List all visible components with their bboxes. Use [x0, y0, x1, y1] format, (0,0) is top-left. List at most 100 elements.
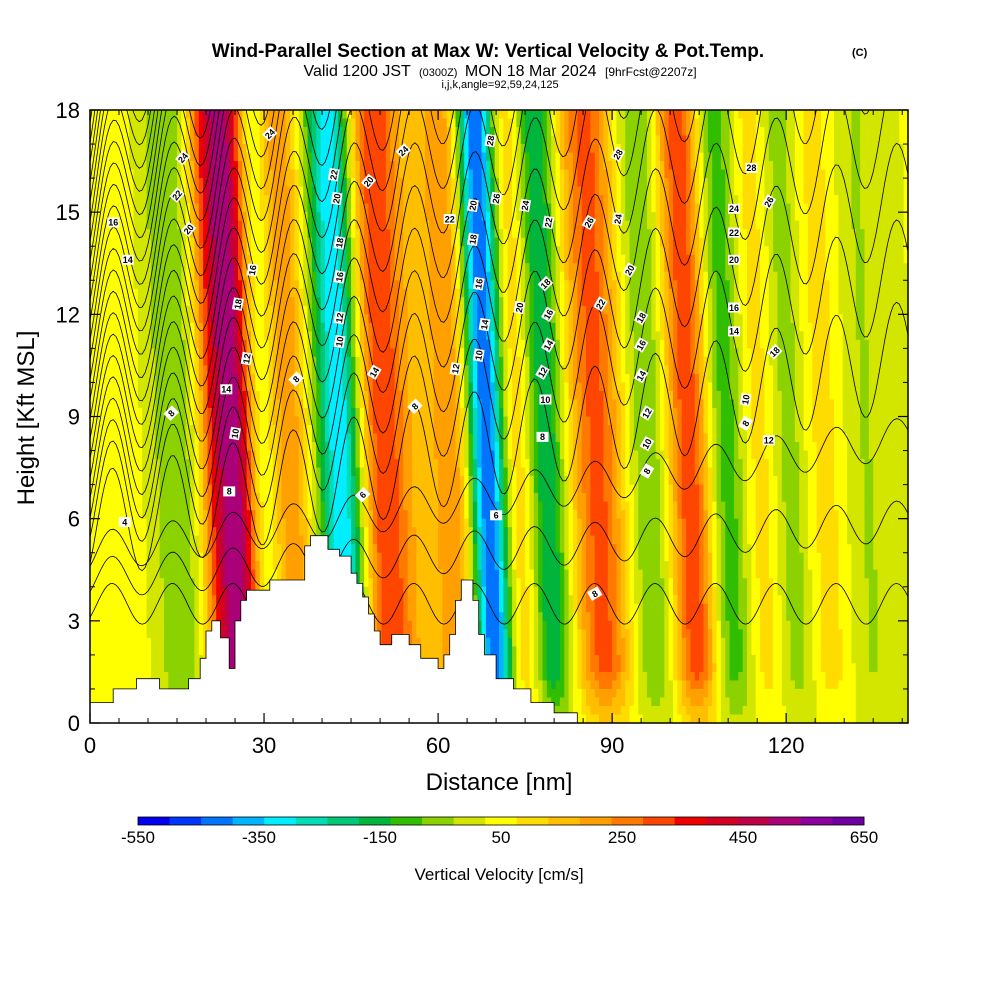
velocity-cell [760, 127, 766, 137]
velocity-cell [385, 203, 391, 213]
velocity-cell [98, 288, 104, 298]
velocity-cell [720, 169, 726, 179]
velocity-cell [324, 280, 330, 290]
velocity-cell [250, 237, 256, 247]
velocity-cell [825, 297, 831, 307]
velocity-cell [803, 271, 809, 281]
velocity-cell [599, 161, 605, 171]
velocity-cell [316, 110, 322, 120]
velocity-cell [377, 195, 383, 205]
velocity-cell [503, 322, 509, 332]
velocity-cell [773, 212, 779, 222]
velocity-cell [190, 331, 196, 341]
velocity-cell [250, 212, 256, 222]
velocity-cell [738, 288, 744, 298]
velocity-cell [242, 280, 248, 290]
velocity-cell [729, 212, 735, 222]
velocity-cell [285, 110, 291, 120]
velocity-cell [385, 169, 391, 179]
velocity-cell [686, 305, 692, 315]
velocity-cell [329, 305, 335, 315]
velocity-cell [116, 297, 122, 307]
velocity-cell [538, 144, 544, 154]
velocity-cell [873, 135, 879, 145]
velocity-cell [298, 186, 304, 196]
velocity-cell [203, 144, 209, 154]
velocity-cell [329, 263, 335, 273]
velocity-cell [477, 246, 483, 256]
velocity-cell [781, 271, 787, 281]
velocity-cell [438, 203, 444, 213]
velocity-cell [394, 178, 400, 188]
velocity-cell [451, 254, 457, 264]
velocity-cell [246, 186, 252, 196]
velocity-cell [868, 144, 874, 154]
velocity-cell [464, 195, 470, 205]
velocity-cell [477, 178, 483, 188]
velocity-cell [311, 280, 317, 290]
velocity-cell [142, 322, 148, 332]
velocity-cell [103, 229, 108, 239]
velocity-cell [411, 212, 417, 222]
velocity-cell [277, 127, 283, 137]
velocity-cell [290, 186, 296, 196]
velocity-cell [642, 178, 648, 188]
velocity-cell [181, 280, 187, 290]
velocity-cell [590, 305, 596, 315]
velocity-cell [294, 237, 300, 247]
velocity-cell [255, 186, 261, 196]
velocity-cell [707, 118, 713, 128]
velocity-cell [459, 297, 465, 307]
velocity-cell [712, 152, 718, 162]
velocity-cell [190, 127, 196, 137]
velocity-cell [768, 203, 774, 213]
velocity-cell [416, 203, 422, 213]
velocity-cell [786, 237, 792, 247]
velocity-cell [768, 297, 774, 307]
velocity-cell [864, 246, 870, 256]
velocity-cell [520, 127, 526, 137]
velocity-cell [94, 246, 100, 256]
velocity-cell [529, 271, 535, 281]
velocity-cell [129, 161, 135, 171]
velocity-cell [259, 135, 265, 145]
velocity-cell [720, 135, 726, 145]
velocity-cell [338, 280, 343, 290]
velocity-cell [677, 195, 683, 205]
velocity-cell [616, 237, 622, 247]
velocity-cell [385, 127, 391, 137]
velocity-cell [416, 263, 422, 273]
velocity-cell [894, 212, 900, 222]
velocity-cell [324, 178, 330, 188]
velocity-cell [690, 127, 696, 137]
velocity-cell [529, 305, 535, 315]
velocity-cell [694, 144, 700, 154]
velocity-cell [646, 110, 652, 120]
velocity-cell [381, 288, 387, 298]
velocity-cell [181, 305, 187, 315]
velocity-cell [507, 118, 513, 128]
velocity-cell [603, 322, 609, 332]
velocity-cell [342, 178, 348, 188]
velocity-cell [881, 127, 887, 137]
velocity-cell [377, 169, 383, 179]
velocity-cell [281, 254, 287, 264]
velocity-cell [525, 288, 531, 298]
velocity-cell [472, 152, 478, 162]
velocity-cell [190, 169, 196, 179]
velocity-cell [646, 254, 652, 264]
velocity-cell [742, 195, 748, 205]
velocity-cell [816, 305, 822, 315]
velocity-cell [607, 178, 613, 188]
velocity-cell [738, 305, 744, 315]
velocity-cell [855, 288, 861, 298]
velocity-cell [799, 186, 805, 196]
velocity-cell [707, 229, 713, 239]
velocity-cell [381, 203, 387, 213]
velocity-cell [142, 127, 148, 137]
velocity-cell [786, 305, 792, 315]
velocity-cell [198, 288, 204, 298]
velocity-cell [855, 271, 861, 281]
velocity-cell [590, 237, 596, 247]
